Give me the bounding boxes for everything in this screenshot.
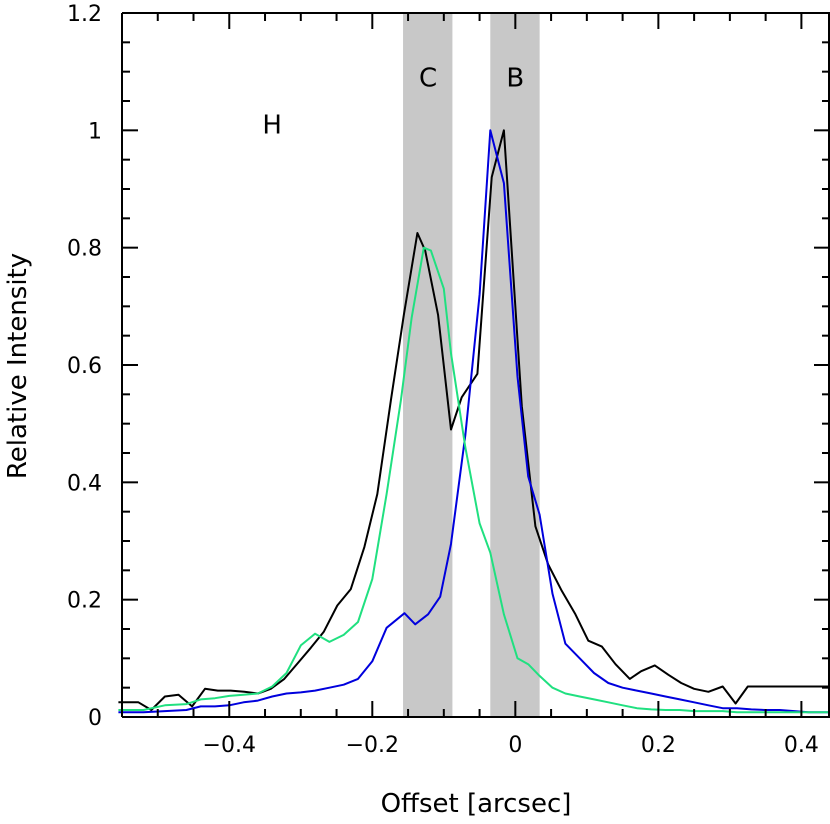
- x-tick-label: 0.2: [641, 733, 676, 758]
- x-axis-label: Offset [arcsec]: [381, 789, 572, 819]
- y-tick-label: 0: [88, 706, 102, 731]
- y-tick-label: 0.4: [67, 471, 102, 496]
- axis-ticks: −0.4 −0.2 0 0.2 0.4 0 0.2 0.4 0.6 0.8 1 1.2: [67, 2, 830, 758]
- y-tick-label: 1.2: [67, 2, 102, 27]
- y-tick-label: 0.6: [67, 354, 102, 379]
- y-axis-label: Relative Intensity: [3, 253, 33, 479]
- x-tick-label: −0.4: [203, 733, 256, 758]
- y-tick-label: 0.2: [67, 589, 102, 614]
- series-line-1: [118, 129, 830, 711]
- x-tick-label: 0: [508, 733, 522, 758]
- band-B: [490, 13, 540, 717]
- y-tick-label: 1: [88, 119, 102, 144]
- band-C: [403, 13, 453, 717]
- series-lines: [118, 129, 830, 714]
- annotation-H: H: [262, 110, 282, 140]
- x-tick-label: 0.4: [784, 733, 819, 758]
- annotation-B: B: [506, 63, 524, 93]
- series-line-3: [118, 246, 830, 714]
- series-line-2: [118, 129, 830, 714]
- annotations: H C B: [262, 63, 524, 140]
- plot-frame: [121, 12, 830, 718]
- annotation-C: C: [419, 63, 437, 93]
- x-tick-label: −0.2: [346, 733, 399, 758]
- y-tick-label: 0.8: [67, 237, 102, 262]
